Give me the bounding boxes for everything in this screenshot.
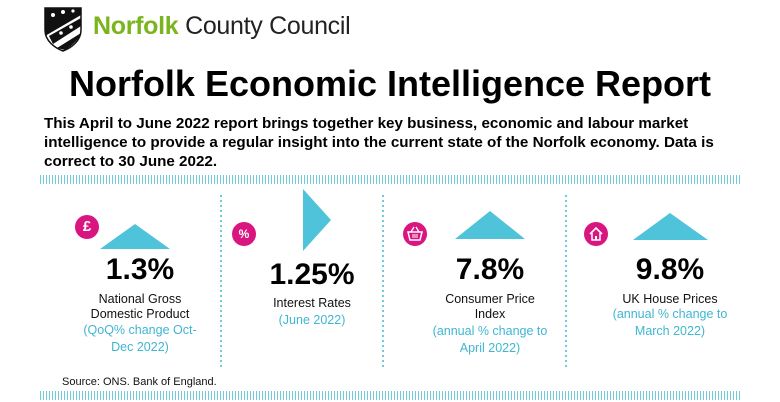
- cpi-label: Consumer Price Index: [445, 292, 535, 321]
- interest-rate-label: Interest Rates: [273, 296, 351, 310]
- norfolk-crest-logo: [43, 6, 83, 52]
- column-divider: [382, 195, 384, 370]
- interest-rate-value: 1.25%: [269, 258, 355, 291]
- report-title: Norfolk Economic Intelligence Report: [68, 63, 712, 104]
- org-name-part1: Norfolk: [93, 12, 179, 40]
- house-icon: [584, 222, 608, 246]
- intro-paragraph: This April to June 2022 report brings to…: [44, 115, 714, 170]
- cpi-subtitle: (annual % change to April 2022): [432, 324, 548, 355]
- house-price-label: UK House Prices: [622, 292, 718, 306]
- gdp-label: National Gross Domestic Product: [90, 292, 190, 321]
- trend-right-icon: [303, 189, 331, 251]
- column-divider: [565, 195, 567, 370]
- trend-up-icon: [455, 211, 525, 239]
- bottom-divider: [40, 391, 740, 400]
- house-price-subtitle: (annual % change to March 2022): [612, 307, 728, 338]
- column-divider: [220, 195, 222, 370]
- interest-rate-subtitle: (June 2022): [278, 313, 346, 327]
- top-divider: [40, 175, 740, 184]
- percent-icon: %: [232, 222, 256, 246]
- trend-up-icon: [633, 213, 708, 240]
- house-price-value: 9.8%: [635, 253, 705, 286]
- gdp-subtitle: (QoQ% change Oct- Dec 2022): [83, 323, 197, 354]
- shopping-basket-icon: [403, 222, 427, 246]
- pound-sign-icon: £: [75, 215, 99, 239]
- cpi-value: 7.8%: [455, 253, 525, 286]
- source-note: Source: ONS. Bank of England.: [62, 376, 217, 388]
- trend-up-icon: [100, 224, 170, 249]
- gdp-value: 1.3%: [105, 253, 175, 286]
- org-name-part2: County Council: [185, 12, 351, 40]
- org-name: Norfolk County Council: [93, 12, 351, 41]
